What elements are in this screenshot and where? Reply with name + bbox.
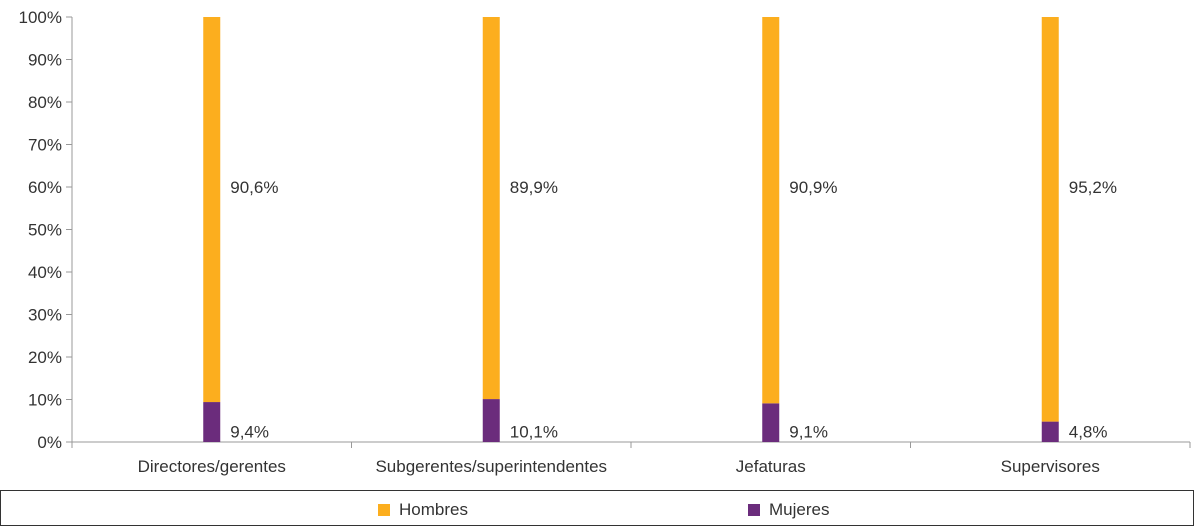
y-tick-label: 80% <box>28 93 62 112</box>
legend-label-mujeres: Mujeres <box>769 500 830 519</box>
y-tick-label: 100% <box>19 8 62 27</box>
legend-swatch-hombres <box>378 504 390 516</box>
y-tick-label: 50% <box>28 221 62 240</box>
legend-swatch-mujeres <box>748 504 760 516</box>
y-tick-label: 10% <box>28 391 62 410</box>
data-label-mujeres: 9,4% <box>230 422 269 441</box>
x-tick-label: Jefaturas <box>736 457 806 476</box>
x-tick-label: Subgerentes/superintendentes <box>375 457 607 476</box>
y-tick-label: 30% <box>28 306 62 325</box>
y-tick-label: 90% <box>28 51 62 70</box>
bar-mujeres <box>762 403 780 442</box>
y-tick-label: 70% <box>28 136 62 155</box>
y-tick-label: 20% <box>28 348 62 367</box>
x-tick-label: Directores/gerentes <box>138 457 286 476</box>
y-tick-label: 60% <box>28 178 62 197</box>
bar-mujeres <box>482 399 500 442</box>
legend-item-hombres: Hombres <box>378 500 468 520</box>
stacked-bar-chart: 0% 10% 20% 30% 40% 50% 60% 70% 80% 90% 100% Directo… <box>19 8 1191 476</box>
bar-hombres <box>1041 17 1059 422</box>
bar-mujeres <box>1041 421 1059 442</box>
x-tick-label: Supervisores <box>1001 457 1100 476</box>
bar-hombres <box>482 17 500 400</box>
y-tick-label: 0% <box>37 433 62 452</box>
legend: Hombres Mujeres <box>0 490 1194 526</box>
data-label-hombres: 90,9% <box>789 178 837 197</box>
y-tick-label: 40% <box>28 263 62 282</box>
data-label-mujeres: 9,1% <box>789 422 828 441</box>
bar-hombres <box>762 17 780 404</box>
data-label-hombres: 90,6% <box>230 178 278 197</box>
data-label-hombres: 89,9% <box>510 178 558 197</box>
bar-mujeres <box>203 402 221 442</box>
data-label-mujeres: 10,1% <box>510 422 558 441</box>
data-label-mujeres: 4,8% <box>1069 422 1108 441</box>
data-label-hombres: 95,2% <box>1069 178 1117 197</box>
bar-hombres <box>203 17 221 403</box>
legend-label-hombres: Hombres <box>399 500 468 519</box>
legend-item-mujeres: Mujeres <box>748 500 829 520</box>
